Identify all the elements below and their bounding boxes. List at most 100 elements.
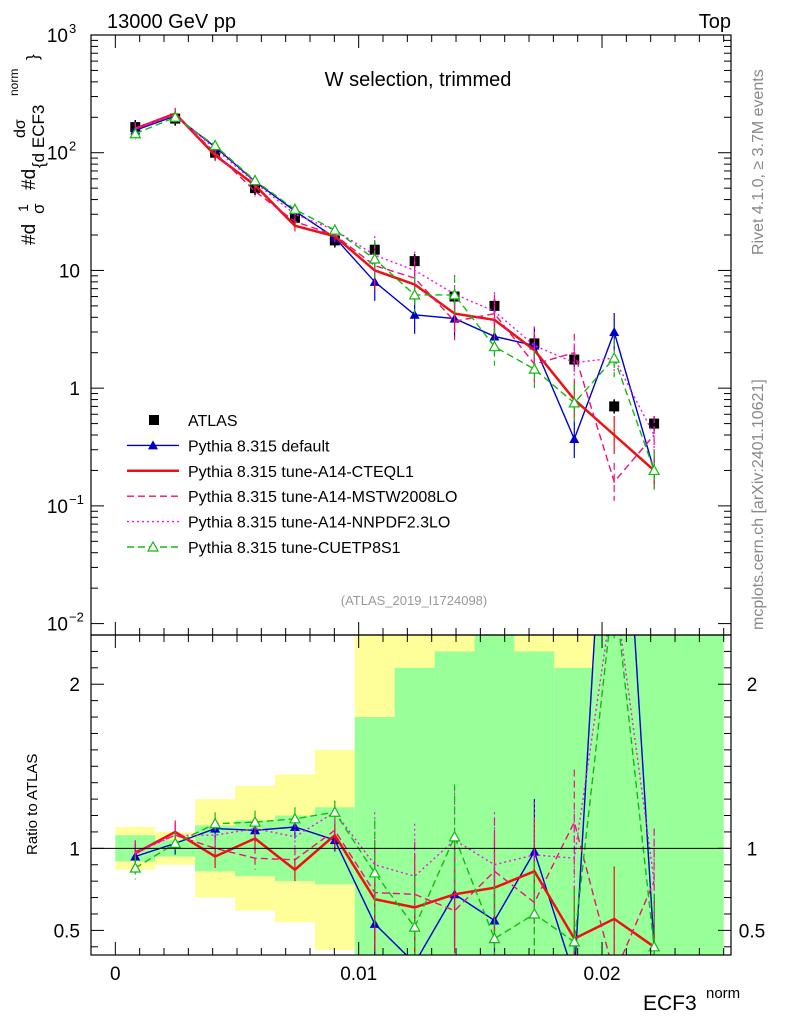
title: W selection, trimmed [325, 69, 512, 91]
y-tick-label: 10 [47, 497, 68, 518]
legend-item: Pythia 8.315 tune-A14-NNPDF2.3LO [127, 515, 450, 532]
svg-text:1: 1 [15, 204, 31, 212]
y-tick-label: 10 [59, 261, 80, 282]
ratio-tick-label-right: 0.5 [739, 921, 765, 942]
ratio-marker [528, 907, 541, 919]
legend-item: Pythia 8.315 tune-A14-CTEQL1 [127, 464, 414, 481]
mcplots-label: mcplots.cern.ch [arXiv:2401.10621] [750, 379, 767, 630]
svg-text:σ: σ [29, 203, 48, 214]
ratio-marker [288, 812, 301, 824]
series-marker [488, 340, 501, 352]
series-marker [409, 309, 420, 319]
y-tick-label-exp: −2 [69, 610, 84, 625]
ratio-tick-label: 1 [69, 839, 80, 860]
legend-item: ATLAS [149, 413, 238, 430]
series-marker [169, 111, 182, 122]
x-tick-label: 0 [110, 964, 121, 985]
ratio-line [135, 635, 655, 882]
legend-label: ATLAS [188, 413, 238, 430]
series-line [135, 116, 655, 471]
legend-marker [148, 440, 158, 450]
svg-text:#d: #d [19, 169, 40, 190]
ratio-line [135, 635, 655, 955]
x-axis-label-main: ECF3 [643, 992, 697, 1015]
ratio-marker [448, 830, 461, 842]
ratio-marker [410, 958, 420, 967]
ratio-marker [569, 971, 579, 980]
svg-text:}: } [23, 54, 42, 60]
ratio-tick-label: 0.5 [54, 921, 80, 942]
y-tick-label-exp: 3 [69, 21, 76, 36]
ratio-marker [648, 940, 661, 952]
main-series [129, 107, 661, 501]
ratio-marker [248, 815, 262, 827]
y-tick-label: 1 [69, 379, 80, 400]
series-marker [448, 288, 461, 300]
x-tick-label: 0.02 [584, 964, 621, 985]
x-tick-label: 0.01 [340, 964, 377, 985]
ratio-tick-label: 2 [69, 675, 80, 696]
legend-item: Pythia 8.315 default [127, 438, 330, 455]
legend-label: Pythia 8.315 tune-A14-CTEQL1 [188, 464, 414, 481]
legend-label: Pythia 8.315 tune-A14-MSTW2008LO [188, 489, 457, 506]
series-marker [328, 223, 341, 235]
legend-item: Pythia 8.315 tune-A14-MSTW2008LO [127, 489, 457, 506]
svg-text:dσ: dσ [12, 119, 29, 138]
ratio-marker [328, 805, 341, 817]
ratio-marker [488, 932, 501, 944]
series-marker [528, 362, 541, 374]
ratio-tick-label-right: 1 [747, 839, 758, 860]
series-marker [648, 464, 661, 476]
series-line [135, 114, 655, 436]
series-line [134, 112, 655, 472]
series-marker [608, 351, 621, 363]
series-marker [368, 252, 381, 264]
svg-text:#d: #d [19, 224, 40, 245]
header-left: 13000 GeV pp [107, 11, 236, 33]
x-axis-label: ECF3 norm [643, 985, 740, 1015]
legend-marker [146, 540, 160, 552]
header-right: Top [699, 11, 731, 33]
ratio-y-axis-label: Ratio to ATLAS [24, 754, 41, 855]
ratio-marker [568, 935, 581, 947]
ratio-series [91, 302, 731, 980]
ratio-marker [209, 817, 222, 829]
legend-marker [149, 415, 159, 425]
y-tick-label: 10 [47, 26, 68, 47]
legend-label: Pythia 8.315 default [188, 438, 330, 455]
series-line [135, 115, 655, 471]
ratio-marker [408, 920, 421, 932]
ratio-line [135, 820, 655, 955]
ratio-marker [129, 861, 142, 873]
series-marker [248, 174, 262, 186]
series-marker [288, 203, 301, 214]
series-marker [609, 326, 620, 336]
ratio-marker [609, 581, 619, 590]
legend-label: Pythia 8.315 tune-CUETP8S1 [188, 540, 401, 557]
ratio-marker [609, 302, 619, 311]
series-marker [129, 127, 142, 139]
svg-text:norm: norm [7, 69, 21, 96]
series-marker [569, 433, 580, 443]
ratio-marker [169, 837, 182, 849]
data-point [649, 418, 660, 429]
svg-text:{d ECF3: {d ECF3 [29, 105, 48, 168]
series-marker [209, 139, 222, 151]
legend-item: Pythia 8.315 tune-CUETP8S1 [127, 540, 401, 557]
y-tick-label-exp: 2 [69, 139, 76, 154]
x-axis-label-sup: norm [706, 985, 740, 1002]
analysis-tag: (ATLAS_2019_I1724098) [341, 593, 487, 608]
y-tick-label: 10 [47, 615, 68, 636]
y-tick-label-exp: −1 [69, 492, 84, 507]
ratio-frame [90, 634, 732, 956]
y-tick-label: 10 [47, 144, 68, 165]
data-point [609, 401, 620, 412]
legend: ATLAS Pythia 8.315 default Pythia 8.315 tu… [127, 413, 457, 557]
series-marker [568, 396, 581, 408]
band-inner [674, 635, 724, 955]
legend-label: Pythia 8.315 tune-A14-NNPDF2.3LO [188, 515, 450, 532]
rivet-label: Rivet 4.1.0, ≥ 3.7M events [750, 69, 767, 255]
ratio-tick-label-right: 2 [747, 675, 758, 696]
